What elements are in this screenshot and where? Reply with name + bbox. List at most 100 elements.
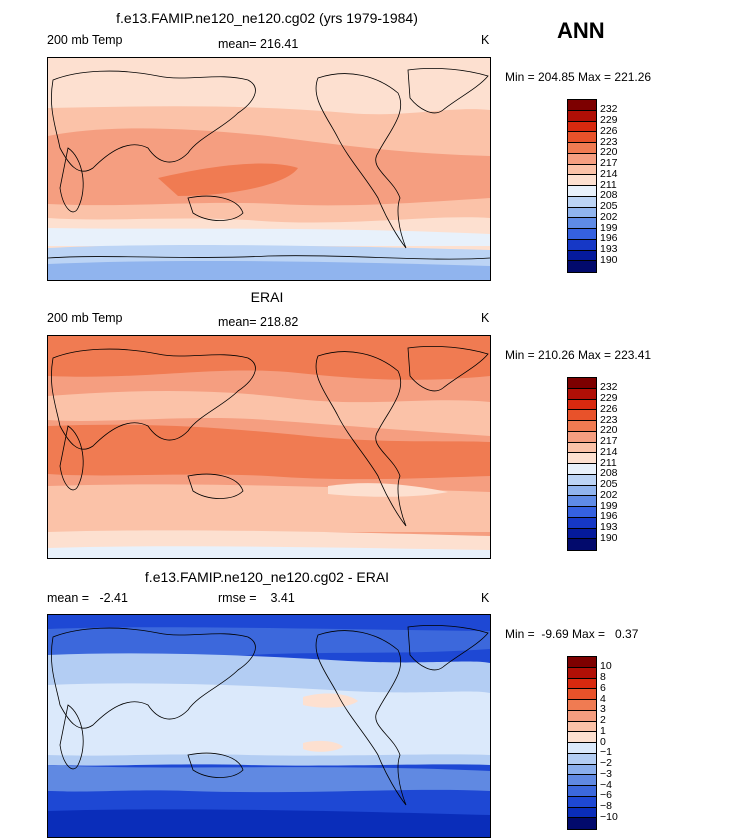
p2-coastlines xyxy=(51,345,489,527)
p2-band-tropic xyxy=(48,424,490,480)
colorbar-tick-label: 193 xyxy=(600,243,618,255)
colorbar-swatch xyxy=(568,743,596,754)
colorbar-tick-label: 190 xyxy=(600,253,618,266)
colorbar-swatch xyxy=(568,689,596,700)
colorbar-swatch xyxy=(568,764,596,776)
colorbar-tick-label: 4 xyxy=(600,692,606,705)
colorbar-swatch xyxy=(568,721,596,733)
p2-band-polar-edge xyxy=(48,546,490,558)
colorbar-tick-label: 229 xyxy=(600,392,618,404)
colorbar-swatch xyxy=(568,700,596,711)
colorbar-tick-label: −2 xyxy=(600,757,612,769)
season-label: ANN xyxy=(557,18,605,43)
colorbar-tick-label: 220 xyxy=(600,146,618,159)
colorbar-tick-label: 2 xyxy=(600,714,606,726)
colorbar-tick-label: 208 xyxy=(600,189,618,202)
colorbar-tick-label: 199 xyxy=(600,221,618,234)
colorbar-tick-label: 196 xyxy=(600,232,618,245)
panel-2-map xyxy=(47,335,491,559)
colorbar-swatch xyxy=(568,678,596,690)
colorbar-tick-label: 3 xyxy=(600,703,606,716)
panel-2-units-label: K xyxy=(481,311,490,325)
colorbar-swatch xyxy=(568,474,596,486)
colorbar-swatch xyxy=(568,818,596,829)
colorbar-tick-label: 223 xyxy=(600,135,618,148)
panel-1-colorbar xyxy=(567,99,597,273)
p1-band-north xyxy=(48,58,490,100)
colorbar-swatch xyxy=(568,796,596,808)
colorbar-tick-label: −8 xyxy=(600,800,612,812)
colorbar-tick-label: 199 xyxy=(600,499,618,512)
colorbar-tick-label: −10 xyxy=(600,810,618,823)
colorbar-tick-label: 229 xyxy=(600,114,618,126)
p3-coastlines xyxy=(51,624,489,806)
colorbar-tick-label: 8 xyxy=(600,671,606,683)
p3-band-north xyxy=(48,627,490,657)
p3-band-light xyxy=(48,683,490,756)
panel-3-rmse-label: rmse = 3.41 xyxy=(218,591,295,605)
colorbar-swatch xyxy=(568,175,596,186)
panel-1-minmax: Min = 204.85 Max = 221.26 xyxy=(505,70,652,84)
panel-1-units-label: K xyxy=(481,33,490,47)
colorbar-tick-label: −1 xyxy=(600,746,612,759)
colorbar-swatch xyxy=(568,786,596,797)
panel-3-colorbar xyxy=(567,656,597,830)
colorbar-swatch xyxy=(568,410,596,421)
colorbar-tick-label: 190 xyxy=(600,531,618,544)
colorbar-swatch xyxy=(568,186,596,197)
colorbar-swatch xyxy=(568,732,596,743)
colorbar-swatch xyxy=(568,753,596,765)
colorbar-tick-label: 205 xyxy=(600,200,618,212)
colorbar-swatch xyxy=(568,442,596,454)
colorbar-tick-label: 232 xyxy=(600,103,618,116)
colorbar-tick-label: −4 xyxy=(600,778,612,791)
colorbar-tick-label: 232 xyxy=(600,381,618,394)
p2-south-light xyxy=(328,483,448,497)
p3-positive-1 xyxy=(303,693,358,708)
panel-2-minmax: Min = 210.26 Max = 223.41 xyxy=(505,348,652,362)
colorbar-swatch xyxy=(568,164,596,176)
panel-3-minmax: Min = -9.69 Max = 0.37 xyxy=(505,627,639,641)
colorbar-tick-label: −3 xyxy=(600,767,612,780)
panel-2-mean-label: mean= 218.82 xyxy=(218,315,299,329)
colorbar-swatch xyxy=(568,378,596,389)
p2-band-mid xyxy=(48,391,490,436)
colorbar-swatch xyxy=(568,218,596,229)
p3-positive-2 xyxy=(303,740,343,752)
colorbar-tick-label: 217 xyxy=(600,435,618,447)
panel-3-map xyxy=(47,614,491,838)
panel-3-units-label: K xyxy=(481,591,490,605)
colorbar-swatch xyxy=(568,485,596,497)
colorbar-swatch xyxy=(568,388,596,400)
panel-2-variable-label: 200 mb Temp xyxy=(47,311,123,325)
colorbar-tick-label: 10 xyxy=(600,660,612,673)
colorbar-tick-label: 202 xyxy=(600,210,618,223)
colorbar-tick-label: 226 xyxy=(600,402,618,415)
colorbar-swatch xyxy=(568,657,596,668)
panel-1-variable-label: 200 mb Temp xyxy=(47,33,123,47)
p2-band-north xyxy=(48,336,490,380)
colorbar-swatch xyxy=(568,667,596,679)
colorbar-tick-label: 202 xyxy=(600,488,618,501)
p1-coastlines xyxy=(48,67,490,260)
panel-3-mean-label: mean = -2.41 xyxy=(47,591,128,605)
panel-1-map xyxy=(47,57,491,281)
p1-band-south xyxy=(48,228,490,246)
colorbar-tick-label: 1 xyxy=(600,724,606,737)
panel-1-mean-label: mean= 216.41 xyxy=(218,37,299,51)
colorbar-tick-label: 193 xyxy=(600,521,618,533)
colorbar-swatch xyxy=(568,431,596,443)
p1-band-polar-deep xyxy=(48,260,490,280)
colorbar-tick-label: 6 xyxy=(600,681,606,694)
colorbar-tick-label: 0 xyxy=(600,735,606,748)
colorbar-swatch xyxy=(568,207,596,219)
p3-band-polar xyxy=(48,809,490,837)
colorbar-tick-label: 196 xyxy=(600,510,618,523)
colorbar-swatch xyxy=(568,507,596,518)
colorbar-tick-label: 217 xyxy=(600,157,618,169)
colorbar-swatch xyxy=(568,399,596,411)
colorbar-tick-label: 205 xyxy=(600,478,618,490)
panel-1-title: f.e13.FAMIP.ne120_ne120.cg02 (yrs 1979-1… xyxy=(116,10,418,26)
panel-2-colorbar xyxy=(567,377,597,551)
colorbar-swatch xyxy=(568,261,596,272)
